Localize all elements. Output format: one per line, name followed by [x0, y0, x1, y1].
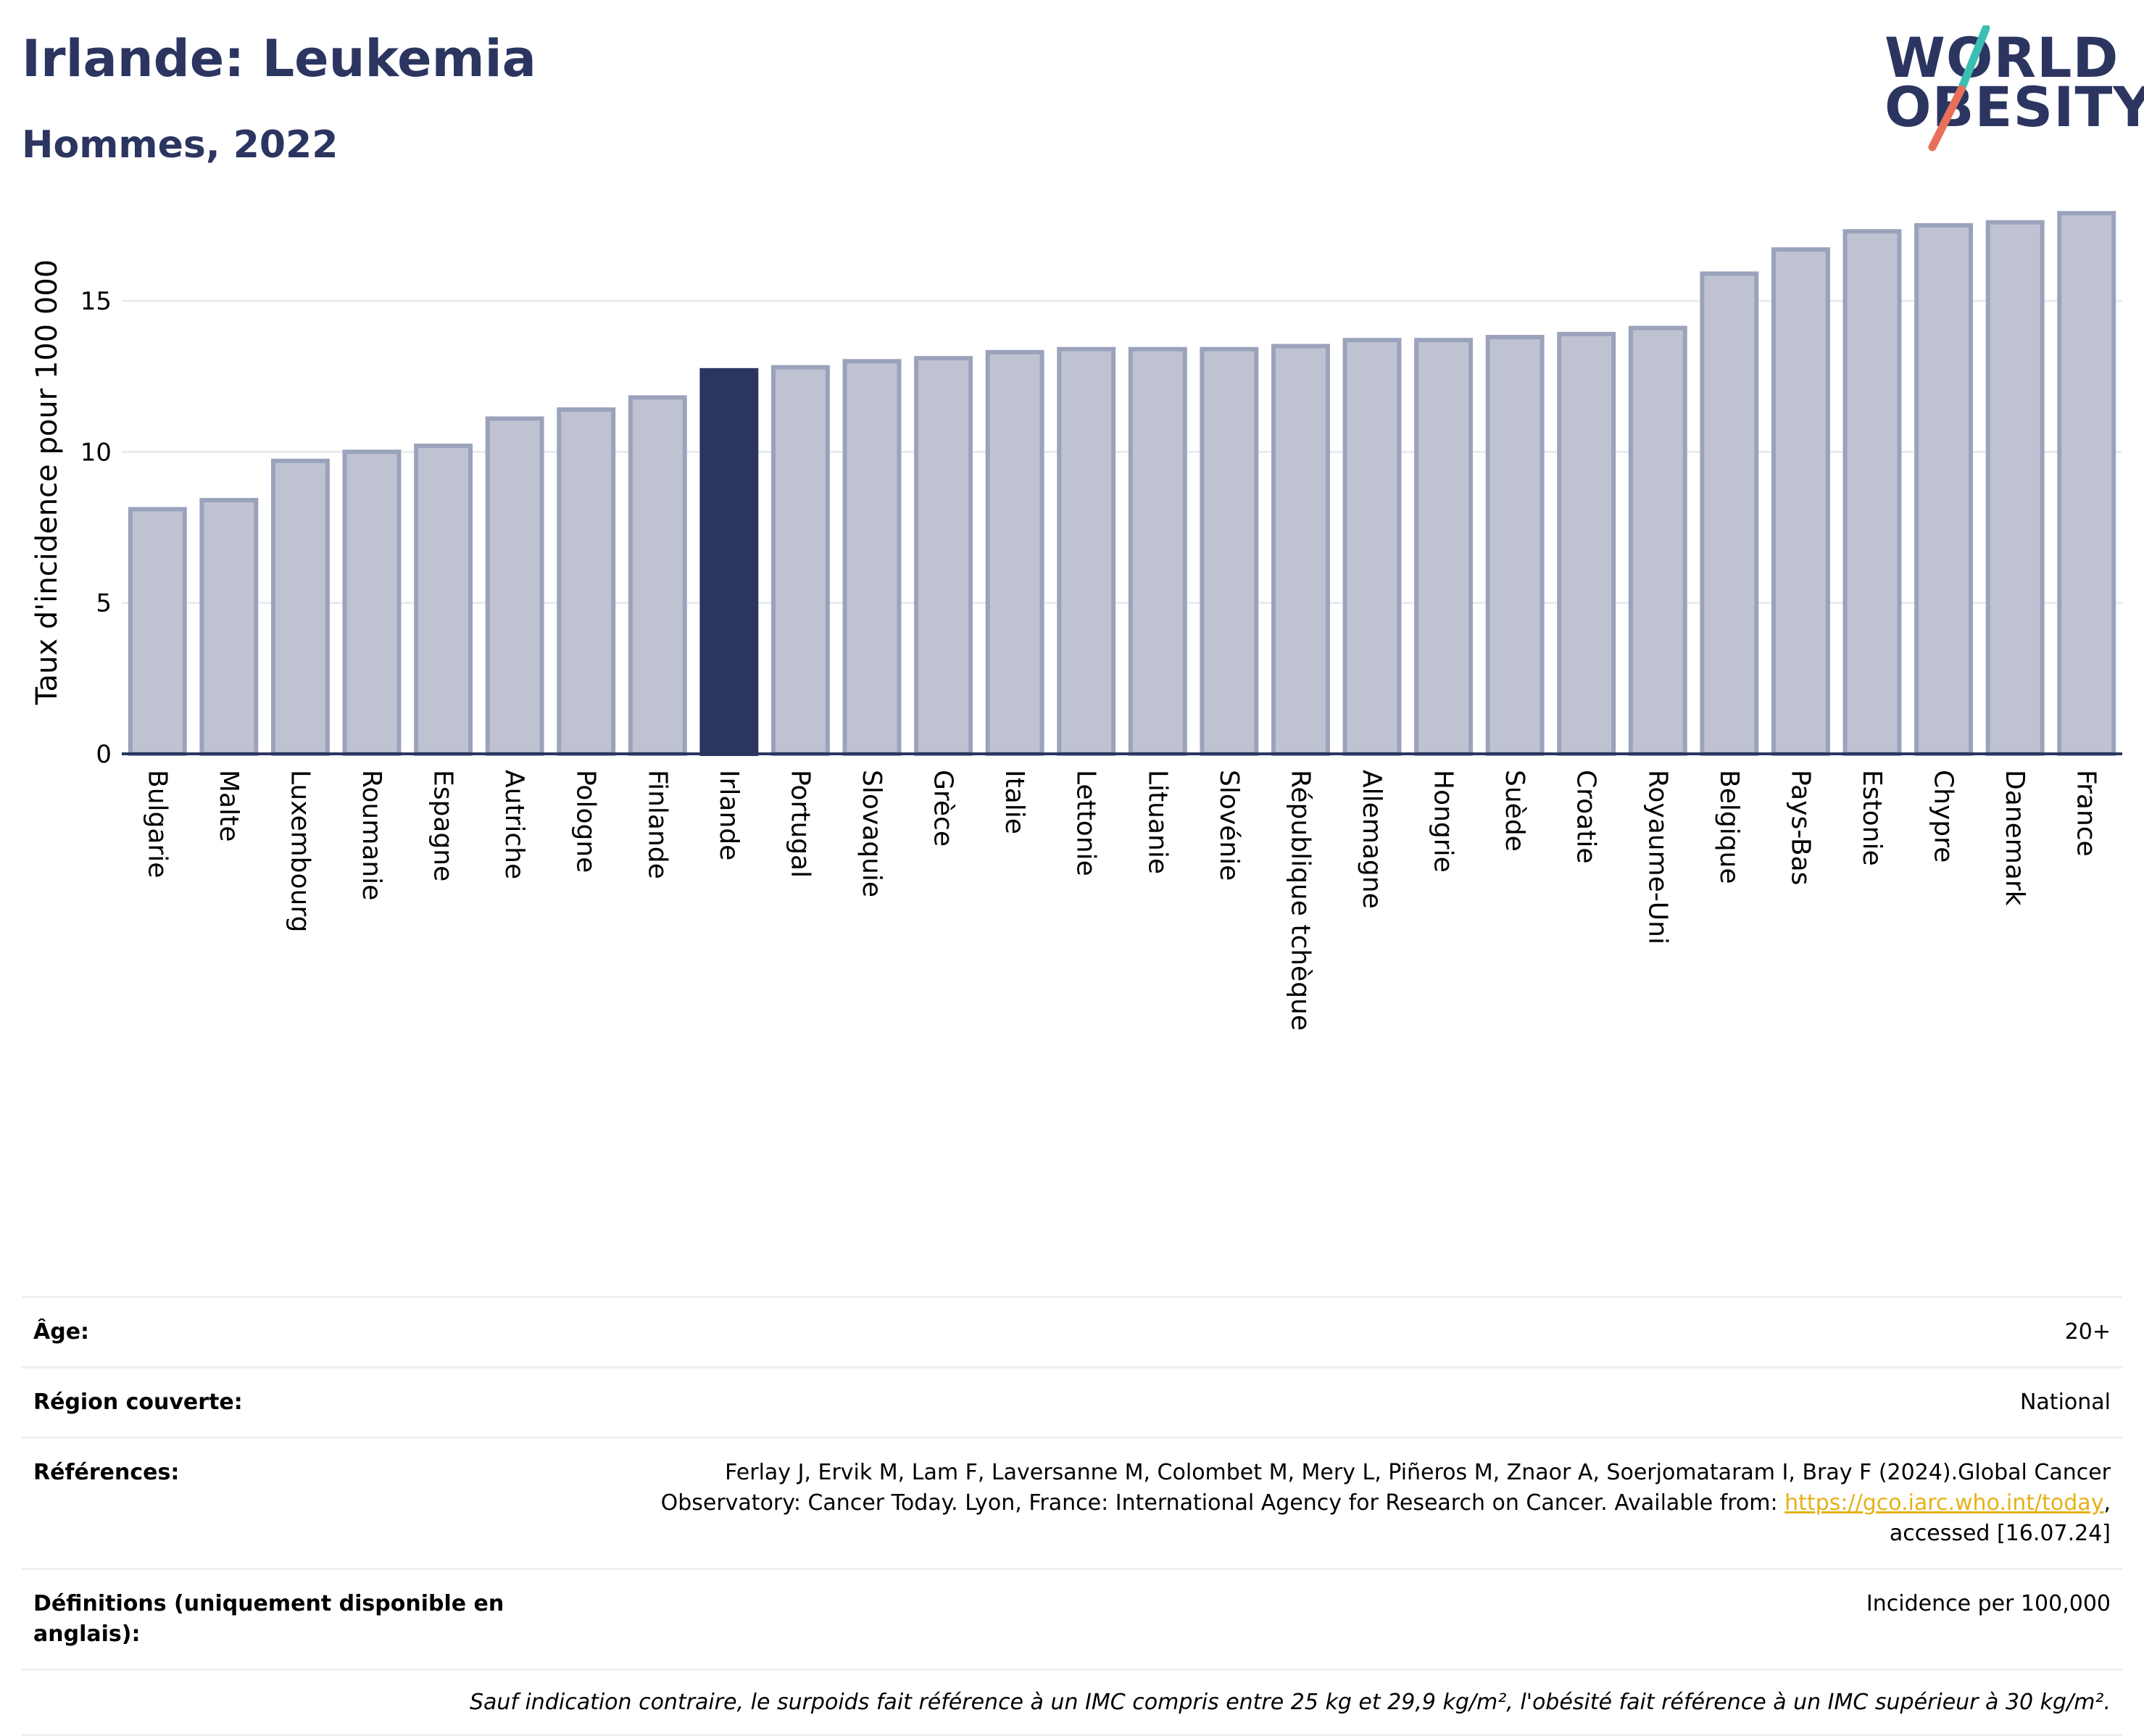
bar-1 [199, 498, 259, 756]
meta-defs-value: Incidence per 100,000 [1866, 1591, 2111, 1616]
y-tick-label: 0 [96, 740, 112, 769]
bar-13 [1057, 346, 1116, 756]
x-tick-label: Allemagne [1357, 770, 1387, 909]
refs-link[interactable]: https://gco.iarc.who.int/today [1784, 1490, 2104, 1516]
meta-row-age: Âge: 20+ [22, 1296, 2122, 1366]
meta-region-label: Région couverte: [33, 1390, 243, 1415]
bar-27 [2057, 211, 2116, 756]
x-tick-label: Grèce [928, 770, 958, 847]
page-title: Irlande: Leukemia [22, 29, 536, 88]
x-tick-label: France [2072, 770, 2101, 857]
bar-16 [1271, 344, 1330, 756]
x-tick-label: Croatie [1571, 770, 1601, 864]
logo-text-world: WORLD [1885, 25, 2119, 90]
logo-text-obesity: OBESITY [1885, 75, 2144, 139]
bar-19 [1485, 335, 1545, 756]
x-tick-label: Pays-Bas [1785, 770, 1815, 885]
x-tick-label: Danemark [2000, 770, 2029, 906]
meta-footnote: Sauf indication contraire, le surpoids f… [22, 1669, 2122, 1736]
bar-25 [1914, 223, 1974, 757]
x-tick-label: Chypre [1929, 770, 1958, 863]
bar-7 [628, 395, 687, 756]
y-tick-label: 5 [96, 589, 112, 618]
page-subtitle: Hommes, 2022 [22, 123, 338, 167]
bar-5 [485, 416, 544, 756]
bar-6 [557, 407, 616, 756]
x-tick-label: Irlande [714, 770, 744, 860]
meta-row-definitions: Définitions (uniquement disponible en an… [22, 1568, 2122, 1669]
meta-age-value: 20+ [2064, 1319, 2111, 1345]
bar-9 [770, 365, 830, 756]
meta-age-label: Âge: [33, 1319, 90, 1345]
x-tick-label: Pologne [571, 770, 601, 873]
meta-region-value: National [2019, 1390, 2111, 1415]
meta-row-references: Références: Ferlay J, Ervik M, Lam F, La… [22, 1437, 2122, 1568]
bar-22 [1700, 271, 1759, 756]
x-tick-label: Bulgarie [142, 770, 172, 878]
bar-0 [128, 507, 187, 756]
bar-12 [985, 349, 1044, 757]
x-tick-label: Malte [214, 770, 244, 842]
bar-18 [1414, 338, 1474, 756]
x-tick-label: Finlande [642, 770, 672, 879]
bar-4 [414, 444, 473, 756]
world-obesity-logo: WORLD OBESITY [1885, 25, 2144, 156]
bar-10 [842, 359, 902, 757]
refs-text-part1: Ferlay J, Ervik M, Lam F, Laversanne M, … [660, 1460, 2111, 1516]
x-tick-label: Lituanie [1142, 770, 1172, 874]
x-tick-label: Espagne [428, 770, 458, 881]
bar-20 [1557, 331, 1616, 757]
x-tick-label: Hongrie [1429, 770, 1458, 873]
x-tick-label: Roumanie [357, 770, 386, 900]
bar-2 [270, 458, 330, 756]
x-tick-label: Slovaquie [857, 770, 886, 897]
bar-15 [1200, 346, 1259, 756]
bar-17 [1342, 338, 1402, 756]
metadata-table: Âge: 20+ Région couverte: National Référ… [22, 1296, 2122, 1736]
x-tick-label: République tchèque [1285, 770, 1315, 1031]
x-tick-label: Italie [1000, 770, 1029, 834]
meta-refs-label: Références: [33, 1460, 180, 1485]
bar-26 [1985, 220, 2045, 756]
bar-11 [914, 356, 973, 756]
x-tick-label: Belgique [1714, 770, 1744, 884]
meta-defs-label: Définitions (uniquement disponible en an… [33, 1591, 504, 1647]
logo-slash-icon [1928, 25, 1990, 151]
bar-24 [1842, 229, 1902, 756]
x-tick-label: Slovénie [1214, 770, 1244, 881]
bar-8 [699, 367, 759, 757]
bar-chart: 0 5 10 15 Taux d'incidence pour 100 000 Bulga… [30, 211, 2122, 1031]
bar-14 [1128, 346, 1187, 756]
y-tick-label: 10 [80, 438, 112, 467]
x-tick-label: Suède [1500, 770, 1529, 852]
x-tick-label: Autriche [499, 770, 529, 879]
meta-row-region: Région couverte: National [22, 1366, 2122, 1437]
x-tick-label: Portugal [785, 770, 815, 878]
y-tick-label: 15 [80, 287, 112, 316]
refs-text-part2: , accessed [16.07.24] [1889, 1490, 2111, 1546]
x-tick-label: Estonie [1857, 770, 1887, 866]
x-tick-label: Lettonie [1071, 770, 1101, 876]
bar-21 [1628, 325, 1687, 756]
bar-3 [342, 449, 402, 756]
bar-23 [1771, 247, 1830, 756]
x-tick-label: Luxembourg [285, 770, 315, 932]
y-axis-label: Taux d'incidence pour 100 000 [30, 259, 64, 705]
meta-refs-value: Ferlay J, Ervik M, Lam F, Laversanne M, … [589, 1458, 2111, 1549]
x-tick-label: Royaume-Uni [1642, 770, 1672, 944]
